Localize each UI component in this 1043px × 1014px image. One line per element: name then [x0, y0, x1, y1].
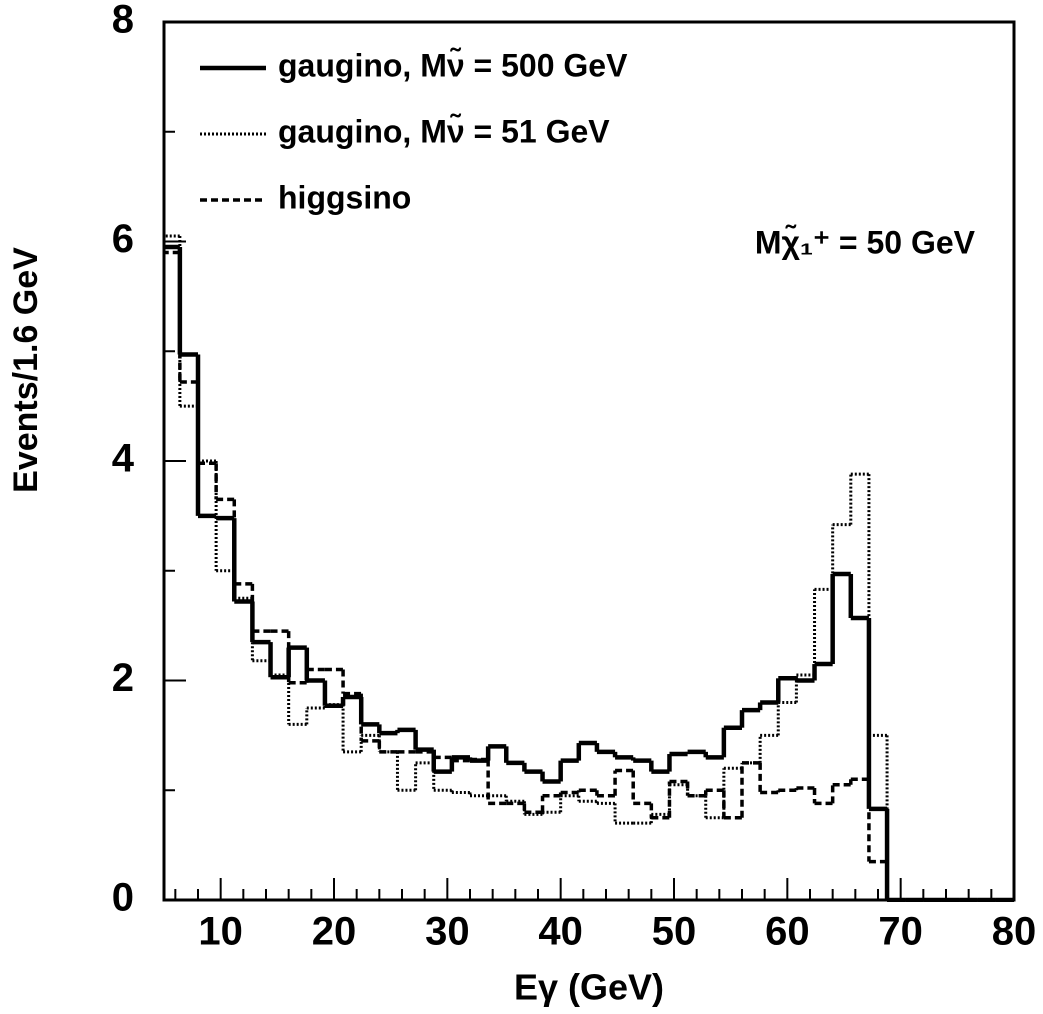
y-tick-label: 4 — [112, 437, 135, 481]
x-tick-label: 20 — [312, 910, 357, 954]
annotation: Mχ̃₁⁺ = 50 GeV — [755, 224, 976, 260]
y-tick-label: 2 — [112, 656, 134, 700]
x-tick-label: 40 — [538, 910, 583, 954]
x-tick-label: 70 — [878, 910, 923, 954]
x-tick-label: 10 — [198, 910, 243, 954]
x-tick-label: 50 — [652, 910, 697, 954]
legend-label: gaugino, Mν̃ = 51 GeV — [278, 113, 610, 149]
histogram-area — [164, 234, 1014, 902]
x-tick-label: 30 — [425, 910, 470, 954]
legend-label: higgsino — [278, 179, 411, 215]
x-tick-label: 60 — [765, 910, 810, 954]
legend-label: gaugino, Mν̃ = 500 GeV — [278, 47, 628, 83]
x-axis-label: Eγ (GeV) — [514, 967, 664, 1008]
y-tick-label: 6 — [112, 217, 134, 261]
y-axis-label: Events/1.6 GeV — [7, 247, 45, 493]
x-tick-label: 80 — [992, 910, 1037, 954]
y-tick-label: 0 — [112, 876, 134, 920]
y-tick-label: 8 — [112, 0, 134, 42]
